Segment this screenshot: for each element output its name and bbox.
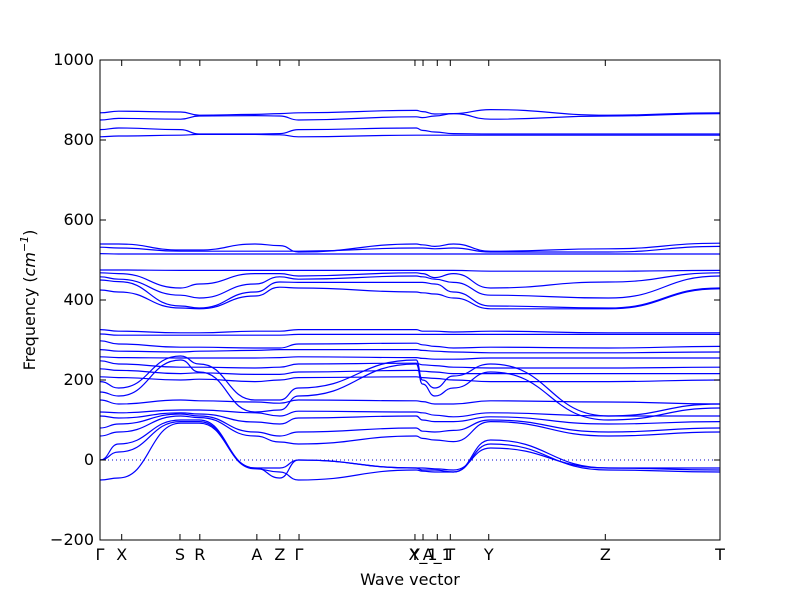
band-line-24 (100, 409, 720, 418)
y-tick-label: −200 (50, 530, 94, 549)
y-tick-label: 1000 (53, 50, 94, 69)
band-line-12 (100, 286, 720, 310)
band-line-18 (100, 360, 720, 369)
x-tick-label: S (175, 545, 185, 564)
y-tick-label: 0 (84, 450, 94, 469)
band-line-15 (100, 340, 720, 349)
band-line-22 (100, 359, 720, 421)
x-tick-label: A (251, 545, 262, 564)
y-axis-ticks: −200 0 200 400 600 800 1000 (50, 50, 720, 549)
y-tick-label: 400 (63, 290, 94, 309)
band-line-29 (100, 421, 720, 481)
band-line-11 (100, 279, 720, 309)
y-tick-label: 600 (63, 210, 94, 229)
y-tick-label: 200 (63, 370, 94, 389)
x-tick-label: R (194, 545, 205, 564)
band-line-26 (100, 413, 720, 437)
x-tick-label: T (444, 545, 455, 564)
band-line-20 (100, 376, 720, 383)
band-line-30 (100, 422, 720, 481)
x-tick-label: X_1 (408, 545, 437, 565)
x-axis-ticks: Γ X S R A Z Γ YX_1A_1T Y Z T (96, 60, 725, 565)
band-line-3 (100, 127, 720, 135)
band-line-2 (100, 112, 720, 121)
band-line-23 (100, 399, 720, 405)
band-line-9 (100, 272, 720, 289)
band-line-6 (100, 245, 720, 253)
x-tick-label: Z (600, 545, 611, 564)
band-line-19 (100, 368, 720, 375)
band-line-21 (100, 355, 720, 417)
y-tick-label: 800 (63, 130, 94, 149)
band-line-10 (100, 275, 720, 299)
x-tick-label: Z (274, 545, 285, 564)
band-line-13 (100, 328, 720, 334)
band-line-8 (100, 269, 720, 272)
band-line-5 (100, 242, 720, 253)
x-tick-label: A_1 (423, 545, 452, 565)
x-tick-label: Y (483, 545, 494, 564)
band-line-27 (100, 415, 720, 445)
x-tick-label: Γ (96, 545, 105, 564)
series-layer (100, 108, 720, 481)
band-line-25 (100, 412, 720, 425)
band-line-1 (100, 108, 720, 116)
x-tick-label: Y (409, 545, 420, 564)
band-line-4 (100, 133, 720, 138)
band-line-16 (100, 348, 720, 354)
x-axis-label: Wave vector (360, 570, 460, 589)
x-tick-label: X (116, 545, 127, 564)
x-tick-label: T (714, 545, 725, 564)
band-line-14 (100, 333, 720, 336)
y-axis-label: Frequency (cm−1) (18, 230, 39, 371)
x-tick-label: Γ (295, 545, 304, 564)
